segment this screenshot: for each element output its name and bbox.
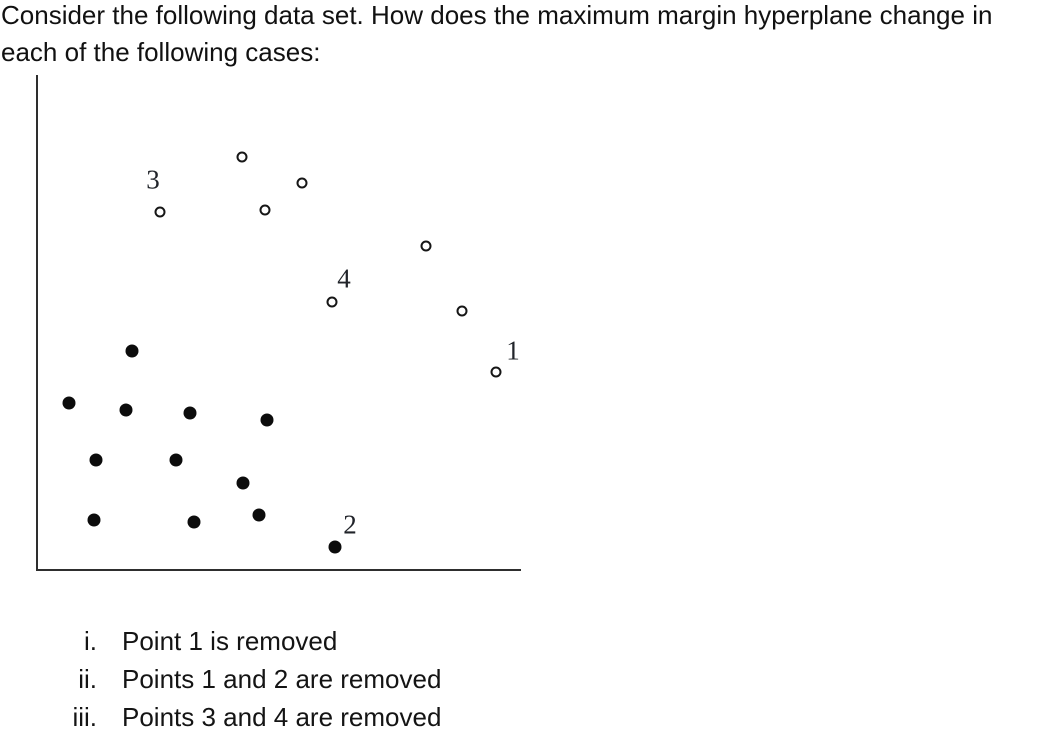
case-text: Point 1 is removed: [122, 625, 338, 656]
point-label-2: 2: [343, 509, 357, 540]
case-numeral: iii.: [72, 701, 97, 732]
open-circle-point: [456, 305, 468, 317]
filled-dot-point: [169, 453, 183, 467]
filled-dot-point: [125, 344, 139, 358]
point-label-3: 3: [146, 164, 160, 195]
point-label-4: 4: [337, 263, 351, 294]
open-circle-point: [326, 296, 338, 308]
filled-dot-point: [187, 515, 201, 529]
filled-dot-point: [328, 540, 342, 554]
case-text: Points 3 and 4 are removed: [122, 701, 442, 732]
cases-list: i. Point 1 is removed ii. Points 1 and 2…: [0, 622, 700, 736]
filled-dot-point: [119, 403, 133, 417]
filled-dot-point: [87, 513, 101, 527]
case-numeral: ii.: [78, 663, 97, 694]
case-item-ii: ii. Points 1 and 2 are removed: [0, 660, 700, 698]
open-circle-point: [236, 151, 248, 163]
question-text: Consider the following data set. How doe…: [1, 0, 1052, 71]
open-circle-point: [154, 206, 166, 218]
filled-dot-point: [89, 453, 103, 467]
scatter-plot: 3 4 1 2: [36, 75, 521, 571]
case-text: Points 1 and 2 are removed: [122, 663, 442, 694]
point-label-1: 1: [506, 335, 520, 366]
filled-dot-point: [62, 396, 76, 410]
open-circle-point: [296, 177, 308, 189]
filled-dot-point: [252, 508, 266, 522]
open-circle-point: [259, 204, 271, 216]
filled-dot-point: [236, 476, 250, 490]
case-item-iii: iii. Points 3 and 4 are removed: [0, 698, 700, 736]
filled-dot-point: [183, 406, 197, 420]
case-item-i: i. Point 1 is removed: [0, 622, 700, 660]
question-text-line-2: each of the following cases:: [1, 37, 321, 67]
case-numeral: i.: [84, 625, 97, 656]
open-circle-point: [420, 240, 432, 252]
question-text-line-1: Consider the following data set. How doe…: [1, 0, 993, 30]
filled-dot-point: [260, 413, 274, 427]
open-circle-point: [490, 366, 502, 378]
